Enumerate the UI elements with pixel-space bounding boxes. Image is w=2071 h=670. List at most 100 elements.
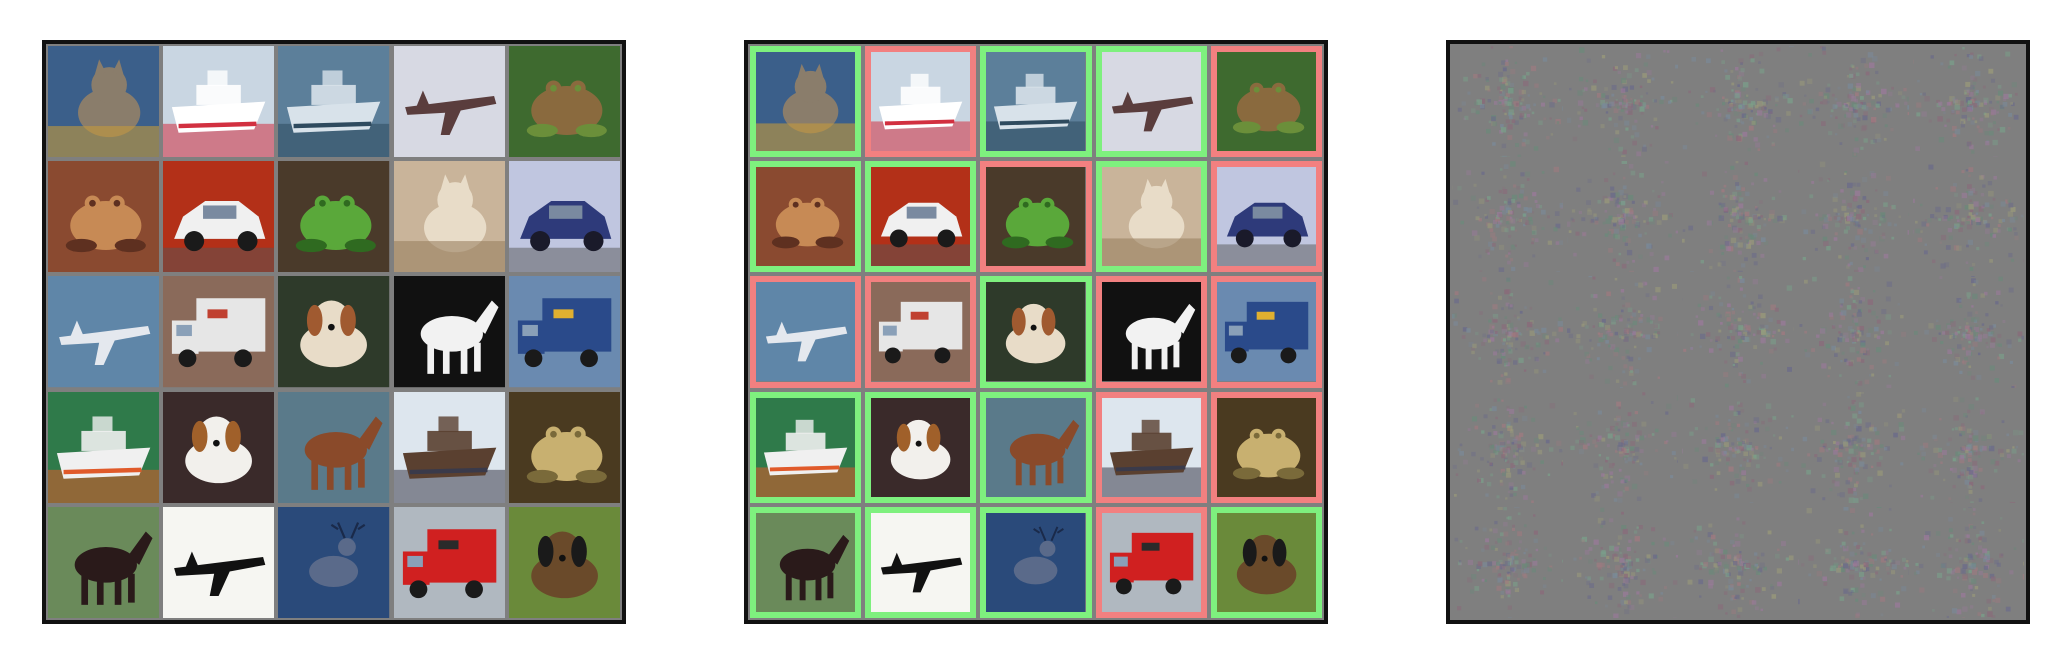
adversarial-frog-image — [1216, 52, 1316, 152]
clean-dog-image — [508, 506, 620, 618]
adversarial-tile-correct — [1095, 161, 1207, 273]
frog-icon — [1232, 428, 1305, 479]
perturbation-noise — [1912, 506, 2024, 618]
perturbation-noise — [1452, 161, 1564, 273]
clean-truck-image — [163, 276, 275, 388]
perturbation-tile — [1682, 506, 1794, 618]
adversarial-tile-correct — [865, 506, 977, 618]
adversarial-tile-correct — [980, 506, 1092, 618]
frog-icon — [65, 195, 146, 253]
clean-cat-image — [48, 46, 160, 158]
perturbation-noise — [1912, 391, 2024, 503]
clean-ship-image — [393, 391, 505, 503]
perturbation-noise — [1797, 161, 1909, 273]
clean-horse-image — [48, 506, 160, 618]
clean-airplane-image — [163, 506, 275, 618]
cat-icon — [48, 59, 160, 158]
truck-icon — [1109, 532, 1193, 595]
airplane-icon — [174, 551, 266, 596]
ship-icon — [986, 73, 1086, 152]
adversarial-truck-image — [1101, 512, 1201, 612]
clean-image-tile — [393, 391, 505, 503]
clean-image-tile — [393, 161, 505, 273]
perturbation-noise — [1567, 391, 1679, 503]
dog-icon — [300, 300, 368, 368]
car-icon — [1216, 202, 1316, 267]
perturbation-tile — [1567, 276, 1679, 388]
adversarial-tile-incorrect — [1210, 276, 1322, 388]
clean-image-tile — [48, 276, 160, 388]
clean-dog-image — [278, 276, 390, 388]
clean-image-tile — [278, 46, 390, 158]
perturbation-noise — [1682, 161, 1794, 273]
perturbation-noise — [1567, 161, 1679, 273]
perturbation-tile — [1682, 46, 1794, 158]
clean-image-tile — [278, 391, 390, 503]
perturbation-tile — [1797, 506, 1909, 618]
perturbation-tile — [1452, 161, 1564, 273]
horse-icon — [779, 534, 850, 601]
ship-icon — [393, 416, 505, 503]
truck-icon — [402, 529, 496, 598]
truck-icon — [879, 302, 963, 364]
horse-icon — [305, 416, 383, 490]
clean-image-tile — [48, 161, 160, 273]
adversarial-tile-correct — [1210, 506, 1322, 618]
perturbation-panel — [1446, 40, 2030, 624]
clean-truck-image — [393, 506, 505, 618]
adversarial-airplane-image — [756, 282, 856, 382]
perturbation-noise — [1567, 46, 1679, 158]
frog-icon — [526, 80, 607, 138]
adversarial-tile-correct — [980, 276, 1092, 388]
perturbation-tile — [1452, 276, 1564, 388]
adversarial-horse-image — [756, 512, 856, 612]
ship-icon — [756, 419, 856, 497]
clean-image-tile — [163, 391, 275, 503]
perturbation-grid — [1452, 46, 2024, 618]
clean-ship-image — [278, 46, 390, 158]
adversarial-tile-correct — [750, 161, 862, 273]
deer-icon — [1014, 526, 1065, 585]
adversarial-tile-correct — [1095, 46, 1207, 158]
adversarial-image-grid — [750, 46, 1322, 618]
perturbation-tile — [1567, 506, 1679, 618]
perturbation-noise — [1452, 506, 1564, 618]
cat-icon — [1101, 179, 1201, 267]
ship-icon — [278, 70, 390, 158]
clean-frog-image — [508, 391, 620, 503]
adversarial-tile-incorrect — [1095, 276, 1207, 388]
clean-images-panel — [42, 40, 626, 624]
adversarial-tile-correct — [750, 46, 862, 158]
clean-image-tile — [163, 506, 275, 618]
clean-image-tile — [508, 161, 620, 273]
perturbation-tile — [1567, 391, 1679, 503]
clean-dog-image — [163, 391, 275, 503]
frog-icon — [526, 426, 607, 483]
adversarial-cat-image — [1101, 167, 1201, 267]
frog-icon — [771, 197, 844, 249]
perturbation-tile — [1682, 391, 1794, 503]
ship-icon — [1101, 419, 1201, 497]
clean-image-tile — [163, 276, 275, 388]
perturbation-tile — [1567, 46, 1679, 158]
adversarial-tile-incorrect — [1210, 391, 1322, 503]
adversarial-ship-image — [871, 52, 971, 152]
airplane-icon — [1111, 91, 1193, 132]
clean-image-tile — [278, 506, 390, 618]
perturbation-tile — [1912, 391, 2024, 503]
car-icon — [508, 201, 620, 273]
perturbation-noise — [1452, 391, 1564, 503]
adversarial-airplane-image — [871, 512, 971, 612]
horse-icon — [74, 531, 153, 605]
airplane-icon — [881, 552, 963, 593]
adversarial-tile-incorrect — [1095, 506, 1207, 618]
airplane-icon — [59, 320, 151, 366]
adversarial-frog-image — [756, 167, 856, 267]
clean-horse-image — [393, 276, 505, 388]
clean-image-tile — [393, 46, 505, 158]
airplane-icon — [404, 90, 496, 135]
clean-horse-image — [278, 391, 390, 503]
dog-icon — [891, 419, 951, 479]
adversarial-truck-image — [871, 282, 971, 382]
adversarial-ship-image — [986, 52, 1086, 152]
